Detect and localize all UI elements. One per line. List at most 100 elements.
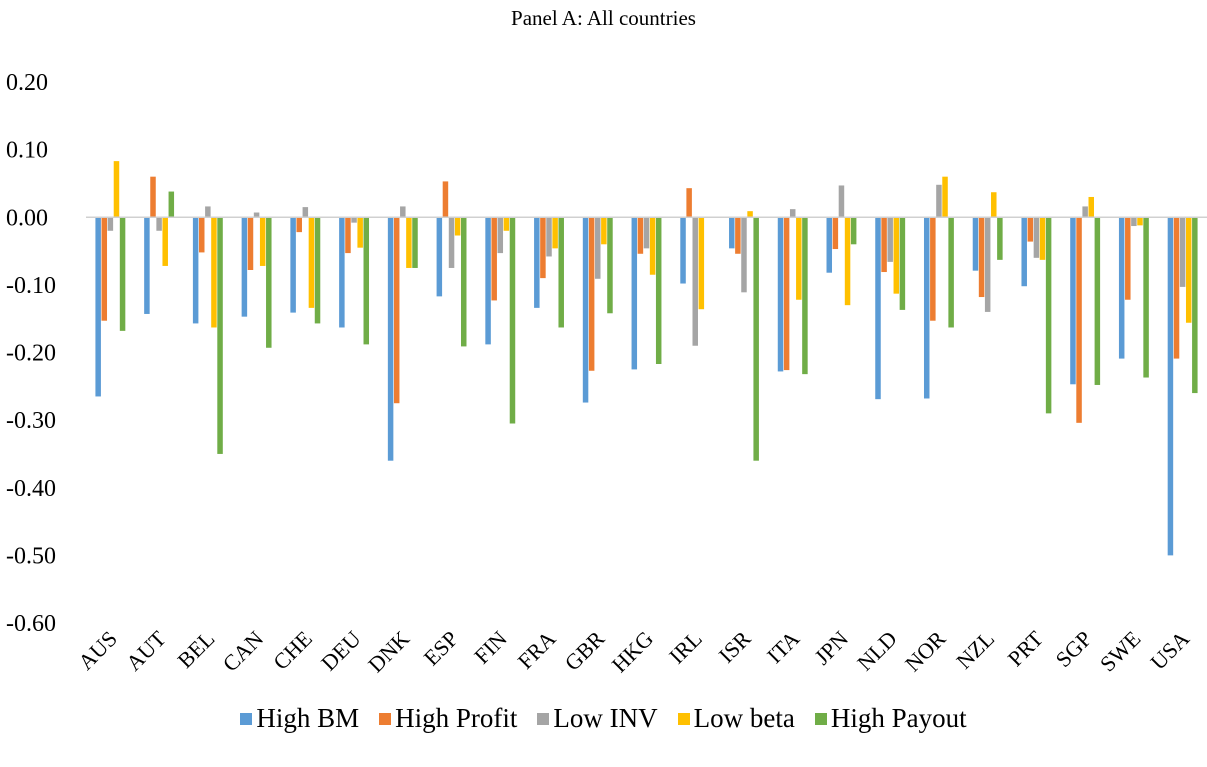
- bar: [692, 217, 698, 346]
- bar: [241, 217, 248, 317]
- bar: [582, 217, 589, 403]
- bar: [930, 217, 936, 321]
- bar: [540, 217, 546, 279]
- bar: [113, 161, 120, 218]
- legend-label: Low beta: [693, 703, 795, 733]
- legend-item: High Profit: [379, 703, 517, 734]
- bar: [205, 206, 211, 218]
- bar: [1137, 217, 1143, 226]
- x-tick-label: DNK: [363, 626, 414, 677]
- x-tick-label: GBR: [560, 626, 610, 676]
- bar: [607, 217, 613, 314]
- bar: [162, 217, 168, 266]
- bar: [850, 217, 857, 245]
- bar: [1143, 217, 1149, 378]
- x-tick-label: NLD: [852, 626, 902, 676]
- bar: [1082, 206, 1088, 218]
- bar: [875, 217, 881, 400]
- x-tick-label: ESP: [419, 626, 463, 670]
- bar: [302, 207, 309, 218]
- y-tick-label: -0.20: [6, 341, 56, 367]
- bar: [393, 217, 400, 404]
- legend-label: Low INV: [553, 703, 658, 733]
- bar: [838, 185, 845, 218]
- bar: [217, 217, 223, 454]
- bar: [802, 217, 808, 375]
- bar: [1167, 217, 1174, 556]
- bar: [168, 191, 175, 218]
- bar: [412, 217, 418, 268]
- x-tick-label: BEL: [172, 626, 219, 673]
- bar: [503, 217, 510, 231]
- bar: [991, 192, 997, 218]
- legend-swatch: [537, 712, 550, 725]
- bar: [637, 217, 644, 254]
- legend-item: High Payout: [814, 703, 967, 734]
- bar: [1179, 217, 1186, 287]
- bar: [400, 206, 406, 218]
- legend-label: High BM: [256, 703, 360, 733]
- y-tick-label: 0.00: [6, 205, 48, 231]
- bar: [1076, 217, 1082, 423]
- bar: [753, 217, 759, 461]
- x-tick-label: FRA: [513, 626, 561, 674]
- bar: [887, 217, 893, 262]
- bar: [442, 181, 449, 218]
- bar: [448, 217, 455, 268]
- bar: [1118, 217, 1125, 359]
- bar: [406, 217, 412, 268]
- bar: [107, 217, 114, 231]
- legend-swatch: [814, 712, 827, 725]
- legend-item: High BM: [240, 703, 359, 734]
- bar: [497, 217, 504, 254]
- bar: [923, 217, 930, 399]
- bar: [948, 217, 954, 328]
- bar: [729, 217, 735, 249]
- bar: [978, 217, 985, 298]
- bar: [1027, 217, 1034, 242]
- x-tick-label: PRT: [1003, 625, 1049, 671]
- bar: [796, 217, 802, 300]
- x-tick-label: NZL: [951, 626, 999, 674]
- bar: [1192, 217, 1198, 394]
- bar: [95, 217, 101, 397]
- bar: [558, 217, 564, 328]
- bar: [436, 217, 443, 297]
- legend-label: High Profit: [395, 703, 518, 733]
- bars: [95, 161, 1198, 556]
- x-tick-label: SGP: [1050, 626, 1096, 672]
- y-tick-label: -0.10: [6, 273, 56, 299]
- bar: [686, 188, 692, 218]
- bar: [595, 217, 601, 279]
- bar: [1185, 217, 1192, 323]
- bar: [345, 217, 351, 254]
- bar: [655, 217, 662, 364]
- chart-title: Panel A: All countries: [511, 6, 696, 30]
- bar: [101, 217, 108, 321]
- bar: [290, 217, 296, 313]
- legend-swatch: [379, 712, 392, 725]
- bar: [509, 217, 516, 424]
- bar: [1088, 196, 1095, 218]
- bar: [789, 209, 796, 218]
- bar: [984, 217, 991, 312]
- bar: [588, 217, 595, 371]
- bar: [936, 184, 942, 218]
- bar: [546, 217, 552, 257]
- bar: [351, 217, 357, 223]
- bar: [1070, 217, 1076, 385]
- x-tick-label: CAN: [218, 626, 269, 677]
- bar: [881, 217, 887, 273]
- bar: [777, 217, 784, 372]
- bar: [1094, 217, 1101, 385]
- legend-swatch: [677, 712, 690, 725]
- bar: [747, 211, 753, 218]
- bar: [1131, 217, 1137, 227]
- legend-item: Low beta: [677, 703, 795, 734]
- bar: [253, 212, 260, 218]
- x-tick-label: FIN: [469, 626, 512, 669]
- bar: [942, 176, 948, 218]
- bar: [357, 217, 363, 248]
- bar: [552, 217, 558, 249]
